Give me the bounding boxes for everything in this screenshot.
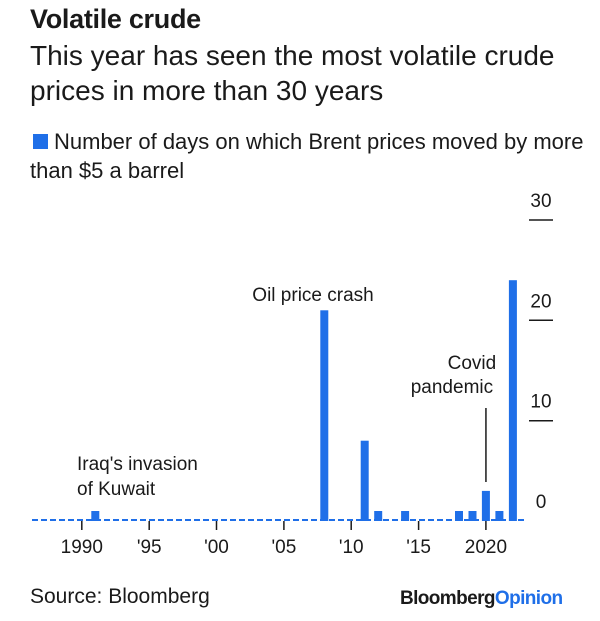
y-tick-label-10: 10 — [530, 392, 551, 413]
legend-swatch — [33, 134, 48, 149]
chart-subtitle: This year has seen the most volatile cru… — [30, 40, 555, 106]
annotation-covid-line-1: pandemic — [411, 377, 493, 398]
brand-part1: Bloomberg — [400, 588, 495, 609]
bar-2019 — [468, 511, 477, 521]
bar-2018 — [455, 511, 463, 521]
x-tick-label-2000: '00 — [204, 537, 229, 558]
bar-2022 — [508, 280, 517, 521]
bar-2012 — [374, 511, 383, 521]
annotation-kuwait-line-0: Iraq's invasion — [77, 454, 198, 475]
bar-2020 — [481, 490, 490, 521]
y-tick-label-30: 30 — [530, 191, 551, 212]
legend-label: Number of days on which Brent prices mov… — [30, 129, 584, 183]
source-note: Source: Bloomberg — [30, 585, 210, 608]
x-tick-label-2005: '05 — [272, 537, 297, 558]
bar-2021 — [495, 511, 504, 521]
brand-part2: Opinion — [494, 588, 563, 609]
x-tick-label-1990: 1990 — [61, 537, 103, 558]
bar-2014 — [401, 511, 410, 521]
chart-title: Volatile crude — [30, 4, 201, 34]
x-tick-label-2020: 2020 — [465, 537, 507, 558]
legend: Number of days on which Brent prices mov… — [30, 127, 590, 185]
annotation-covid-line-0: Covid — [448, 353, 497, 374]
x-tick-label-1995: '95 — [137, 537, 162, 558]
annotation-oil-crash: Oil price crash — [252, 285, 373, 306]
bar-1991 — [91, 511, 100, 521]
y-tick-label-0: 0 — [536, 492, 547, 513]
y-tick-label-20: 20 — [530, 291, 551, 312]
x-tick-label-2010: '10 — [339, 537, 364, 558]
x-tick-label-2015: '15 — [406, 537, 431, 558]
annotation-kuwait-line-1: of Kuwait — [77, 479, 156, 500]
brand-logo: BloombergOpinion — [400, 588, 563, 610]
bar-2008 — [320, 310, 329, 521]
bar-chart: 0 10 20 30 1990 '95 '00 '05 '10 '15 2020 Iraq's inv… — [32, 191, 553, 558]
bar-2011 — [360, 440, 369, 521]
